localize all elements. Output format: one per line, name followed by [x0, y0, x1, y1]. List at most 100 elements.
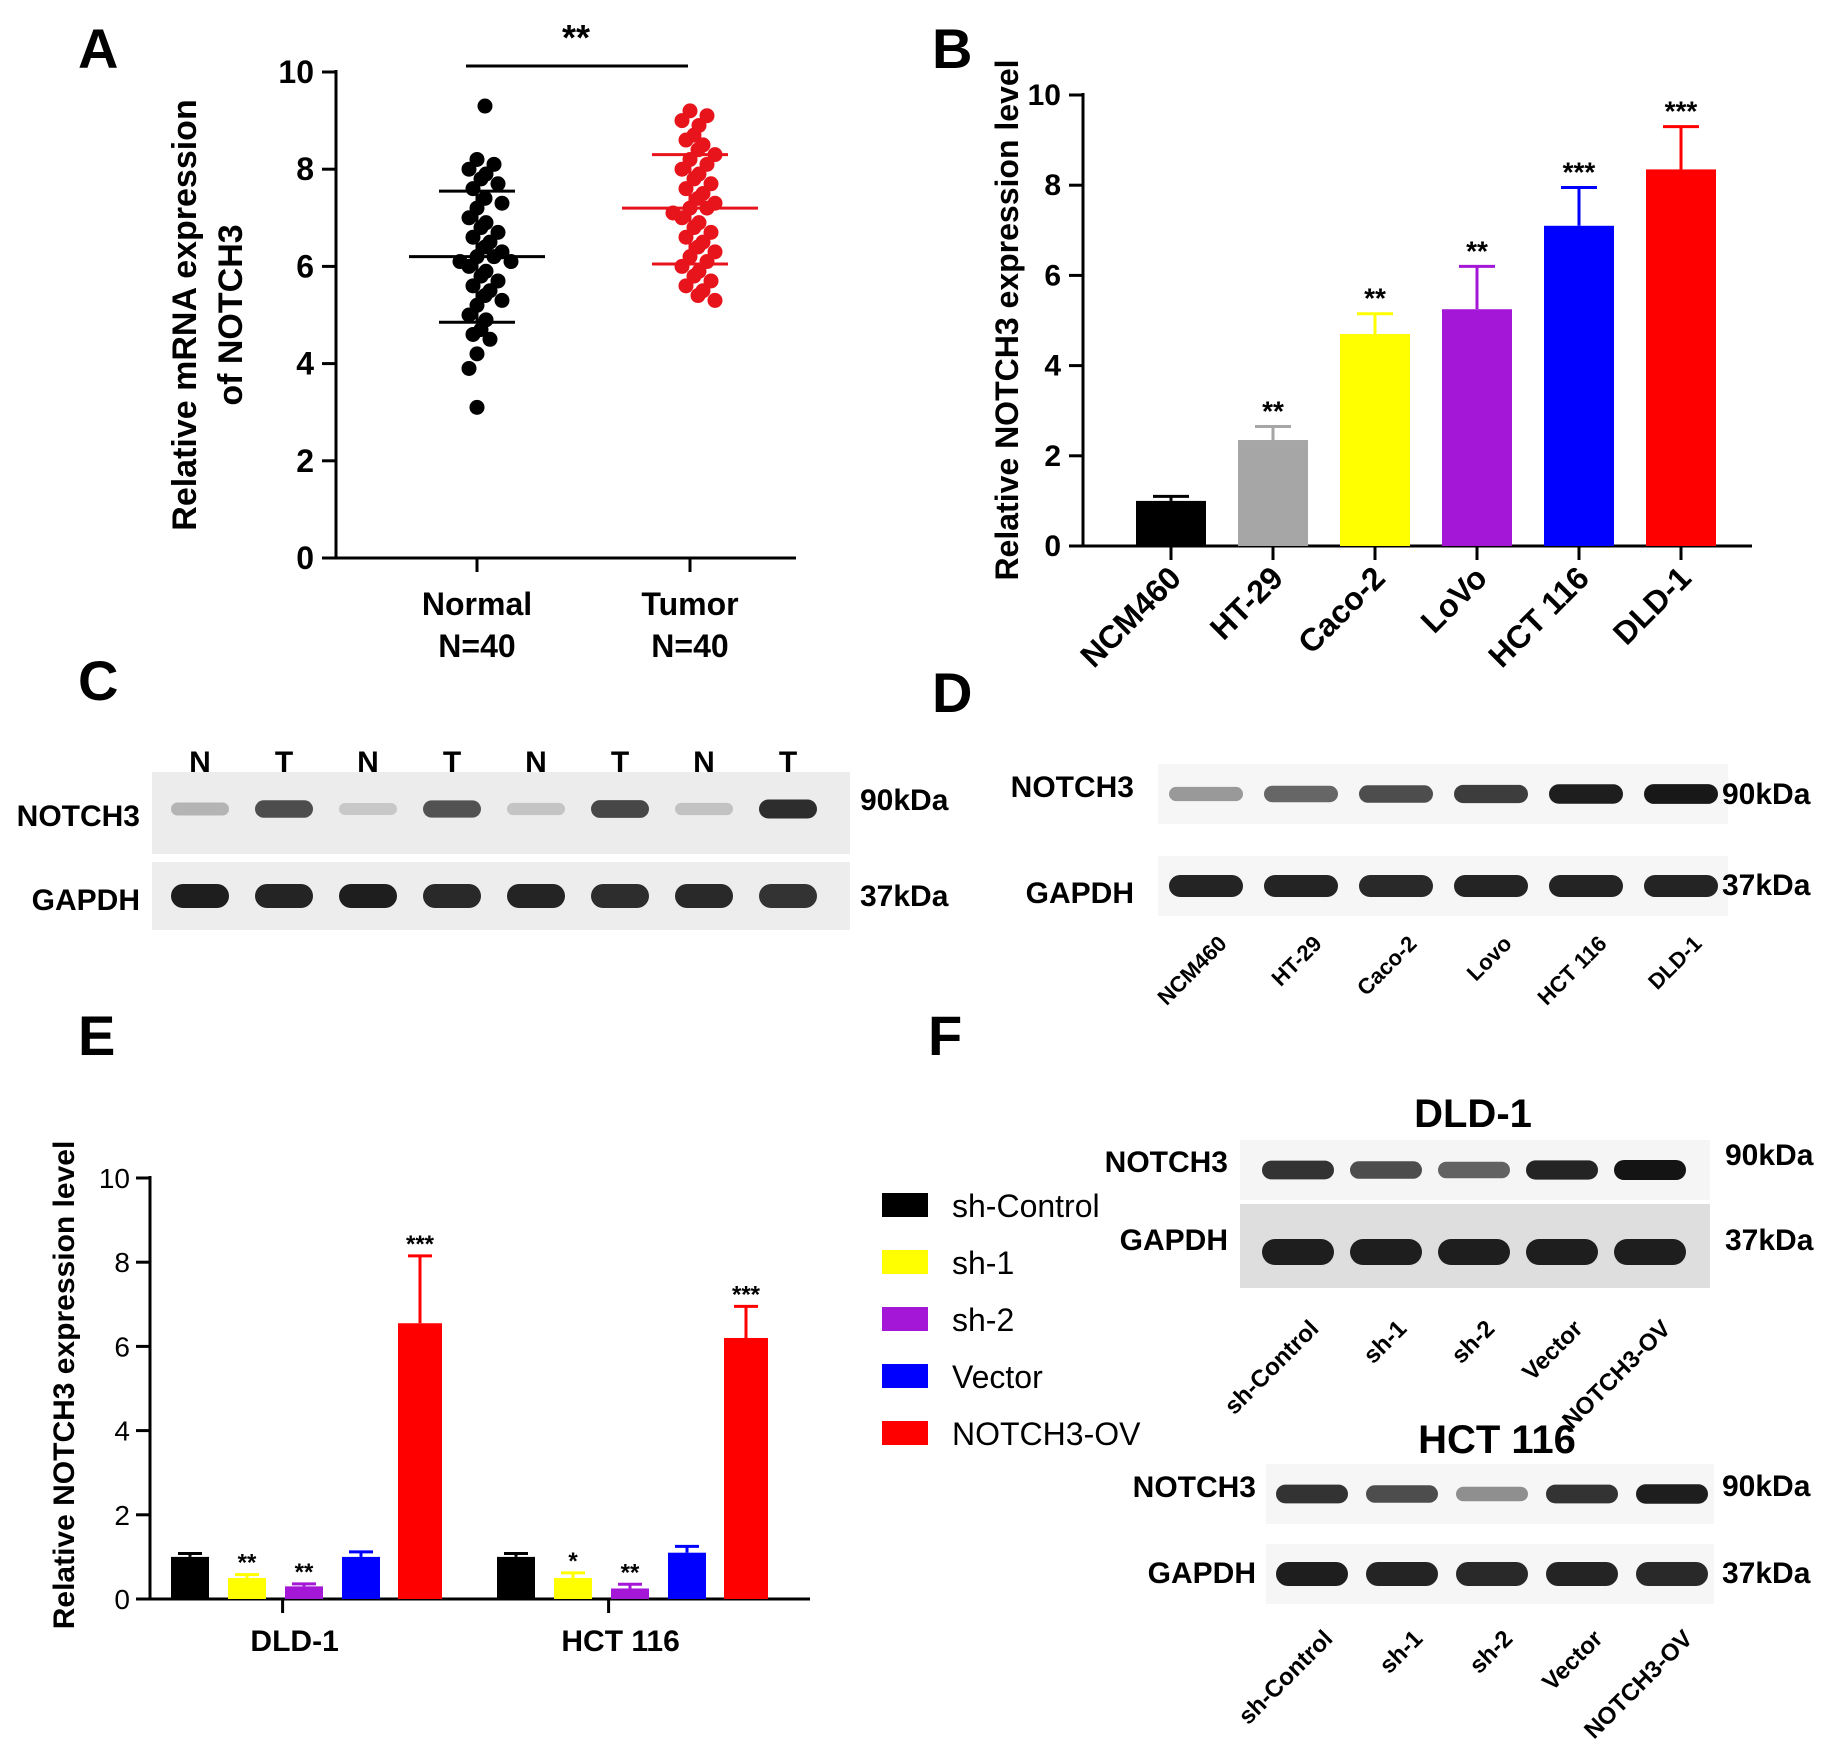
panel-b-xtick-label: Caco-2	[1291, 559, 1392, 660]
blot-row-background	[1158, 764, 1728, 824]
panel-b-xtick-label: NCM460	[1073, 559, 1188, 674]
panel-e-ytick-label: 4	[114, 1416, 130, 1447]
blot-band	[1456, 1486, 1528, 1502]
blot-band	[1438, 1239, 1510, 1265]
panel-e-legend-swatch	[882, 1421, 928, 1445]
panel-e-bar-vector	[342, 1556, 380, 1599]
blot-f1-title: DLD-1	[1414, 1092, 1532, 1136]
blot-row-label: NOTCH3	[1133, 1471, 1256, 1504]
panel-a-point-tumor	[674, 210, 690, 226]
panel-a-n-label-normal: N=40	[438, 628, 515, 664]
blot-band	[675, 802, 733, 816]
panel-e-ytick-label: 6	[114, 1331, 130, 1362]
blot-lane-label: T	[779, 746, 797, 779]
panel-letter-f: F	[928, 1004, 962, 1067]
panel-e-bar-sh-1	[228, 1577, 266, 1599]
blot-band	[1366, 1562, 1438, 1586]
panel-a-point-normal	[461, 258, 477, 274]
blot-band	[1262, 1160, 1334, 1180]
panel-letter-b: B	[932, 17, 972, 80]
panel-a-point-normal	[465, 326, 481, 342]
blot-band	[1526, 1239, 1598, 1265]
panel-a-point-normal	[494, 292, 510, 308]
blot-row-background	[1158, 856, 1728, 916]
panel-e-ytick-label: 10	[99, 1163, 130, 1194]
panel-a-ylabel-line1: Relative mRNA expression	[166, 99, 204, 530]
blot-band	[171, 884, 229, 908]
panel-e-significance: **	[238, 1550, 257, 1577]
blot-band	[591, 884, 649, 908]
panel-b-bar-chart: Relative NOTCH3 expression level 0 2 4 6 8 10…	[989, 59, 1752, 674]
blot-lane-label: NCM460	[1152, 931, 1231, 1010]
blot-band	[1276, 1484, 1348, 1504]
panel-e-legend-label: sh-Control	[952, 1188, 1100, 1224]
blot-band	[1359, 875, 1433, 897]
panel-b-significance: ***	[1563, 156, 1596, 187]
blot-band	[1614, 1160, 1686, 1180]
blot-band	[1644, 875, 1718, 897]
panel-f-dld1-western-blot: DLD-1 NOTCH3 90kDa GAPDH 37kDa sh-Control sh-…	[1105, 1092, 1814, 1434]
panel-a-scatter-chart: Relative mRNA expression of NOTCH3 Norma…	[166, 17, 796, 664]
panel-a-point-normal	[461, 161, 477, 177]
blot-band	[1456, 1562, 1528, 1586]
blot-band	[1549, 875, 1623, 897]
panel-f-hct116-western-blot: HCT 116 NOTCH3 90kDa GAPDH 37kDa sh-Control s…	[1133, 1418, 1811, 1744]
panel-b-significance: **	[1262, 395, 1284, 426]
blot-band	[1169, 875, 1243, 897]
blot-lane-label: HCT 116	[1532, 931, 1611, 1010]
blot-lane-label: sh-2	[1464, 1625, 1518, 1679]
panel-a-ytick-label: 4	[296, 346, 314, 382]
panel-b-xtick-label: HCT 116	[1481, 559, 1596, 674]
blot-lane-label: Vector	[1517, 1315, 1588, 1386]
panel-a-ytick-label: 6	[296, 248, 314, 284]
panel-b-xtick-label: LoVo	[1414, 559, 1494, 639]
blot-band	[1549, 784, 1623, 804]
blot-lane-label: sh-Control	[1219, 1315, 1324, 1420]
blot-band	[591, 800, 649, 818]
blot-band	[507, 802, 565, 816]
panel-e-legend-label: NOTCH3-OV	[952, 1416, 1141, 1452]
panel-c-western-blot: NOTCH3 90kDa GAPDH 37kDa N T N T N T N T	[17, 746, 949, 930]
blot-lane-label: Lovo	[1462, 931, 1517, 986]
panel-e-bar-sh-2	[611, 1588, 649, 1599]
blot-band	[171, 802, 229, 816]
panel-a-point-normal	[469, 399, 485, 415]
blot-band	[1546, 1484, 1618, 1504]
panel-b-bar	[1646, 169, 1716, 547]
panel-b-bar	[1340, 334, 1410, 546]
panel-e-legend-swatch	[882, 1250, 928, 1274]
panel-e-legend-swatch	[882, 1307, 928, 1331]
panel-a-point-normal	[482, 331, 498, 347]
panel-b-significance: **	[1364, 283, 1386, 314]
panel-e-significance: ***	[406, 1231, 435, 1258]
panel-letter-a: A	[78, 17, 118, 80]
blot-band	[339, 884, 397, 908]
panel-b-significance: **	[1466, 235, 1488, 266]
blot-lane-label: T	[275, 746, 293, 779]
panel-e-legend-swatch	[882, 1364, 928, 1388]
blot-band	[759, 884, 817, 908]
blot-row-label: NOTCH3	[17, 800, 140, 833]
panel-a-ytick-label: 0	[296, 540, 314, 576]
blot-lane-label: sh-2	[1446, 1315, 1500, 1369]
panel-b-xtick-label: HT-29	[1203, 559, 1290, 646]
panel-b-ytick-label: 8	[1044, 169, 1061, 202]
panel-b-ytick-label: 0	[1044, 530, 1061, 563]
blot-kda-label: 37kDa	[860, 880, 949, 913]
panel-e-ytick-label: 8	[114, 1247, 130, 1278]
panel-e-xtick-label: DLD-1	[250, 1625, 338, 1658]
panel-b-ytick-label: 2	[1044, 440, 1061, 473]
panel-e-ytick-label: 2	[114, 1500, 130, 1531]
panel-b-ytick-label: 6	[1044, 259, 1061, 292]
panel-letter-d: D	[932, 661, 972, 724]
blot-band	[1546, 1562, 1618, 1586]
blot-band	[1526, 1160, 1598, 1180]
blot-band	[1169, 786, 1243, 802]
blot-lane-label: sh-Control	[1233, 1625, 1338, 1730]
panel-e-significance: **	[295, 1559, 314, 1586]
panel-a-point-tumor	[678, 278, 694, 294]
blot-band	[423, 884, 481, 908]
panel-e-legend-label: Vector	[952, 1359, 1043, 1395]
blot-band	[255, 800, 313, 818]
